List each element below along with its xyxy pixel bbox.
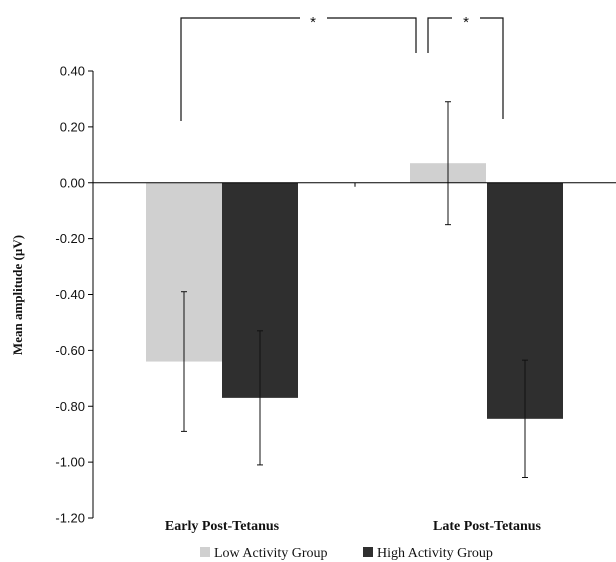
legend-swatch-low-activity: [200, 547, 210, 557]
y-tick-label: -1.20: [55, 511, 85, 526]
legend-label-low-activity: Low Activity Group: [214, 546, 328, 561]
significance-bracket-early-late: [180, 17, 417, 121]
y-tick-label: 0.00: [60, 175, 85, 190]
significance-star-2: *: [463, 14, 469, 31]
y-axis-title: Mean amplitude (µV): [10, 235, 25, 355]
y-tick-label: -0.40: [55, 287, 85, 302]
y-tick-label: 0.40: [60, 64, 85, 79]
legend-swatch-high-activity: [363, 547, 373, 557]
legend-label-high-activity: High Activity Group: [377, 546, 493, 561]
bars: [146, 163, 563, 419]
error-bars: [181, 101, 528, 478]
y-tick-label: -0.20: [55, 231, 85, 246]
significance-star-1: *: [310, 14, 316, 31]
y-tick-label: -0.60: [55, 343, 85, 358]
category-label-late: Late Post-Tetanus: [433, 519, 542, 534]
category-label-early: Early Post-Tetanus: [165, 519, 280, 534]
y-tick-label: 0.20: [60, 119, 85, 134]
y-axis-ticks: 0.40 0.20 0.00 -0.20 -0.40 -0.60 -0.80 -1.00 -1.…: [55, 64, 93, 526]
y-tick-label: -1.00: [55, 455, 85, 470]
significance-brackets: * *: [180, 14, 504, 121]
y-tick-label: -0.80: [55, 399, 85, 414]
significance-bracket-late: [427, 17, 504, 119]
legend: Low Activity Group High Activity Group: [200, 546, 493, 561]
